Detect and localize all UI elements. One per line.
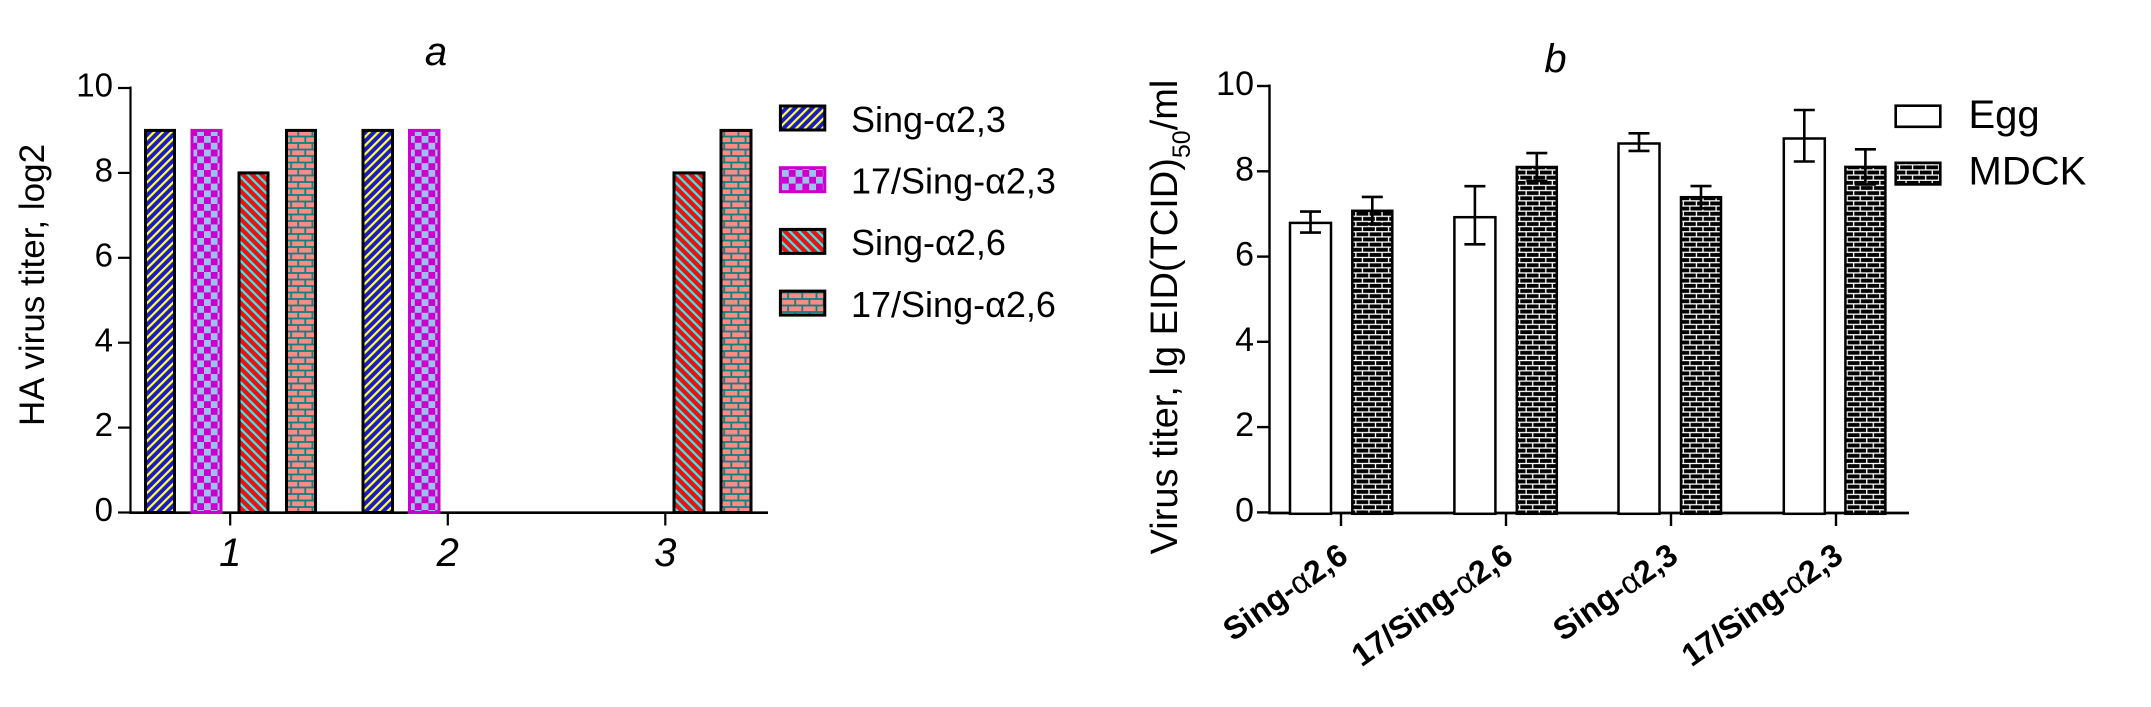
- svg-text:2: 2: [1235, 406, 1254, 444]
- svg-text:6: 6: [1235, 236, 1254, 274]
- svg-text:2: 2: [436, 531, 459, 575]
- svg-text:Egg: Egg: [1969, 93, 2040, 137]
- svg-text:3: 3: [654, 531, 676, 575]
- svg-text:MDCK: MDCK: [1969, 150, 2087, 194]
- svg-text:10: 10: [76, 67, 113, 104]
- svg-text:0: 0: [1235, 491, 1254, 529]
- svg-text:Sing-α2,6: Sing-α2,6: [851, 222, 1006, 263]
- svg-text:17/Sing-α2,3: 17/Sing-α2,3: [851, 161, 1056, 202]
- svg-text:2: 2: [95, 406, 113, 443]
- svg-text:17/Sing-α2,6: 17/Sing-α2,6: [851, 284, 1056, 325]
- svg-text:b: b: [1544, 37, 1566, 81]
- svg-text:HA virus titer, log2: HA virus titer, log2: [13, 144, 52, 426]
- svg-text:10: 10: [1216, 65, 1254, 103]
- svg-text:4: 4: [1235, 321, 1254, 359]
- svg-text:1: 1: [219, 531, 241, 575]
- svg-text:a: a: [425, 30, 447, 74]
- svg-text:4: 4: [95, 321, 113, 358]
- svg-text:6: 6: [95, 236, 113, 273]
- svg-text:0: 0: [95, 491, 113, 528]
- svg-text:8: 8: [95, 152, 113, 189]
- svg-text:8: 8: [1235, 150, 1254, 188]
- svg-text:Sing-α2,3: Sing-α2,3: [851, 99, 1006, 140]
